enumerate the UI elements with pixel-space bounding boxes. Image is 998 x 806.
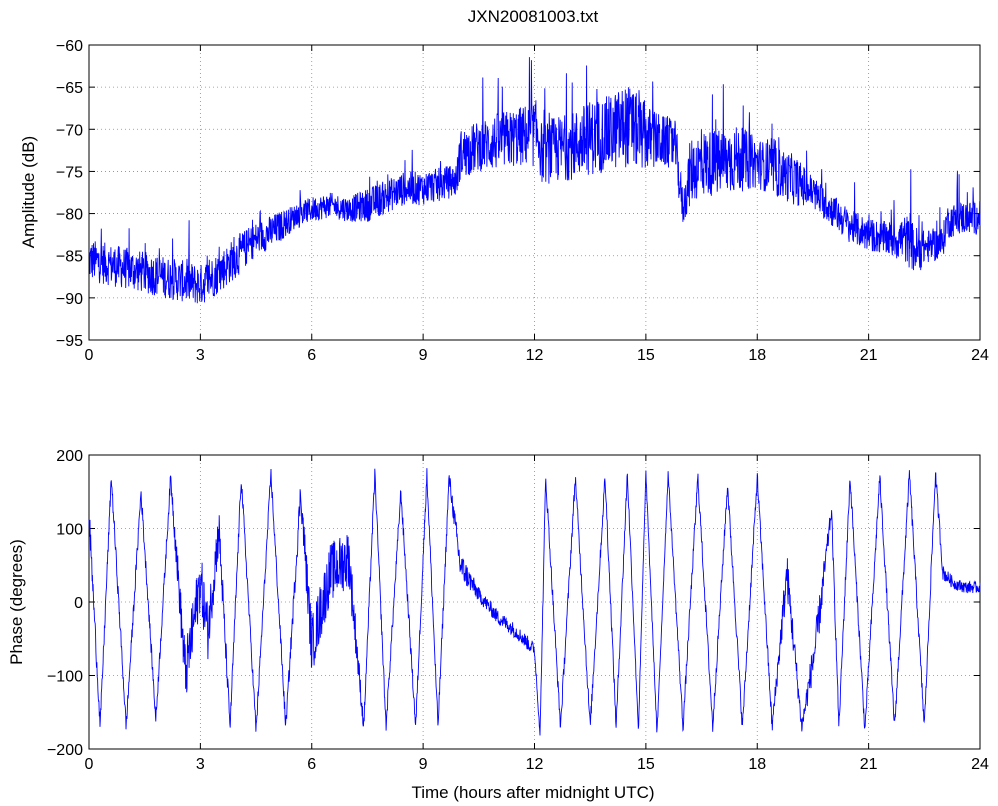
phase-grid [89, 455, 980, 749]
phase-plot: 0 3 6 9 12 15 18 21 24 −200 −100 0 100 200 Phase (de… [7, 448, 989, 802]
y-tick-label: −100 [47, 669, 83, 686]
y-tick-label: −95 [56, 333, 83, 350]
phase-x-axis-label: Time (hours after midnight UTC) [411, 783, 654, 802]
y-tick-label: 200 [56, 448, 83, 465]
x-tick-label: 3 [196, 347, 205, 364]
x-tick-label: 9 [419, 347, 428, 364]
x-tick-label: 24 [971, 347, 989, 364]
phase-y-tick-labels: −200 −100 0 100 200 [47, 448, 83, 759]
x-tick-label: 12 [526, 347, 544, 364]
y-tick-label: −75 [56, 164, 83, 181]
x-tick-label: 18 [748, 756, 766, 773]
y-tick-label: −85 [56, 249, 83, 266]
y-tick-label: −65 [56, 80, 83, 97]
x-tick-label: 9 [419, 756, 428, 773]
x-tick-label: 0 [85, 347, 94, 364]
y-tick-label: 100 [56, 522, 83, 539]
x-tick-label: 12 [526, 756, 544, 773]
phase-ticks [88, 454, 981, 750]
phase-series-line [88, 468, 981, 736]
x-tick-label: 15 [637, 756, 655, 773]
amplitude-x-tick-labels: 0 3 6 9 12 15 18 21 24 [85, 347, 989, 364]
y-tick-label: −60 [56, 38, 83, 55]
y-tick-label: −80 [56, 207, 83, 224]
amplitude-y-tick-labels: −95 −90 −85 −80 −75 −70 −65 −60 [56, 38, 83, 350]
x-tick-label: 18 [748, 347, 766, 364]
y-tick-label: 0 [74, 595, 83, 612]
amplitude-y-axis-label: Amplitude (dB) [19, 136, 38, 248]
x-tick-label: 3 [196, 756, 205, 773]
x-tick-label: 24 [971, 756, 989, 773]
x-tick-label: 21 [860, 756, 878, 773]
amplitude-series-line [88, 57, 981, 304]
amplitude-plot: 0 3 6 9 12 15 18 21 24 −95−90−85−80−75−70−65−60 … [19, 38, 989, 364]
figure-title: JXN20081003.txt [468, 7, 599, 26]
phase-y-axis-label: Phase (degrees) [7, 539, 26, 665]
phase-x-tick-labels: 0 3 6 9 12 15 18 21 24 [85, 756, 989, 773]
y-tick-label: −200 [47, 742, 83, 759]
x-tick-label: 15 [637, 347, 655, 364]
amplitude-grid [89, 45, 980, 340]
x-tick-label: 6 [307, 347, 316, 364]
y-tick-label: −90 [56, 291, 83, 308]
x-tick-label: 0 [85, 756, 94, 773]
x-tick-label: 6 [307, 756, 316, 773]
y-tick-label: −70 [56, 122, 83, 139]
x-tick-label: 21 [860, 347, 878, 364]
